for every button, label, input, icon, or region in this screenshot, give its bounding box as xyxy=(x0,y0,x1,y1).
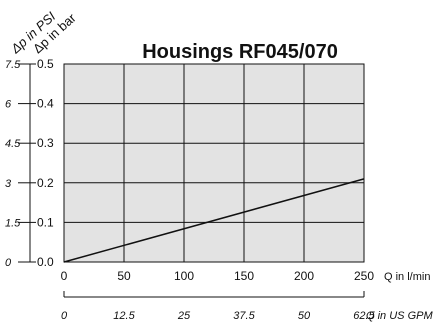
y-axis-titles: Δp in PSI Δp in bar xyxy=(7,9,79,57)
x-tick-label-gpm: 62.5 xyxy=(353,310,375,322)
x-tick-label-gpm: 12.5 xyxy=(113,310,135,322)
y-tick-label-bar: 0.4 xyxy=(37,97,54,111)
y-tick-label-bar: 0.1 xyxy=(37,215,54,229)
x-tick-label-gpm: 37.5 xyxy=(233,310,255,322)
chart-title: Housings RF045/070 xyxy=(142,41,338,63)
y-tick-label-bar: 0.0 xyxy=(37,255,54,269)
y-ticks-bar: 0.0 0.1 0.2 0.3 0.4 0.5 xyxy=(29,57,54,269)
plot-area xyxy=(63,63,365,263)
y-ticks-psi: 0 1.5 3 4.5 6 7.5 xyxy=(5,59,30,269)
grid-lines xyxy=(64,64,364,262)
x-tick-label-lmin: 50 xyxy=(117,269,131,283)
x-ticks-gpm: 0 12.5 25 37.5 50 62.5 xyxy=(61,291,376,322)
y-tick-label-psi: 3 xyxy=(5,178,12,190)
series-line xyxy=(63,178,365,263)
y-tick-label-psi: 7.5 xyxy=(5,59,21,71)
x-tick-label-gpm: 25 xyxy=(177,310,191,322)
data-series xyxy=(63,178,365,263)
x-ticks-lmin: 0 50 100 150 200 250 xyxy=(61,269,375,283)
x-tick-label-gpm: 50 xyxy=(298,310,311,322)
y-tick-label-psi: 6 xyxy=(5,99,12,111)
x-tick-label-lmin: 150 xyxy=(234,269,254,283)
y-tick-label-bar: 0.5 xyxy=(37,57,54,71)
x-tick-label-lmin: 100 xyxy=(174,269,194,283)
y-tick-label-bar: 0.2 xyxy=(37,176,54,190)
x-tick-label-lmin: 200 xyxy=(294,269,314,283)
y-tick-label-bar: 0.3 xyxy=(37,136,54,150)
x-tick-label-lmin: 0 xyxy=(61,269,68,283)
x-tick-label-lmin: 250 xyxy=(354,269,374,283)
y-tick-label-psi: 1.5 xyxy=(5,217,21,229)
y-tick-label-psi: 4.5 xyxy=(5,138,21,150)
x-axis-title-gpm: Q in US GPM xyxy=(366,310,433,322)
x-axis-title-lmin: Q in l/min xyxy=(384,271,430,283)
y-tick-label-psi: 0 xyxy=(5,257,12,269)
x-tick-label-gpm: 0 xyxy=(61,310,68,322)
